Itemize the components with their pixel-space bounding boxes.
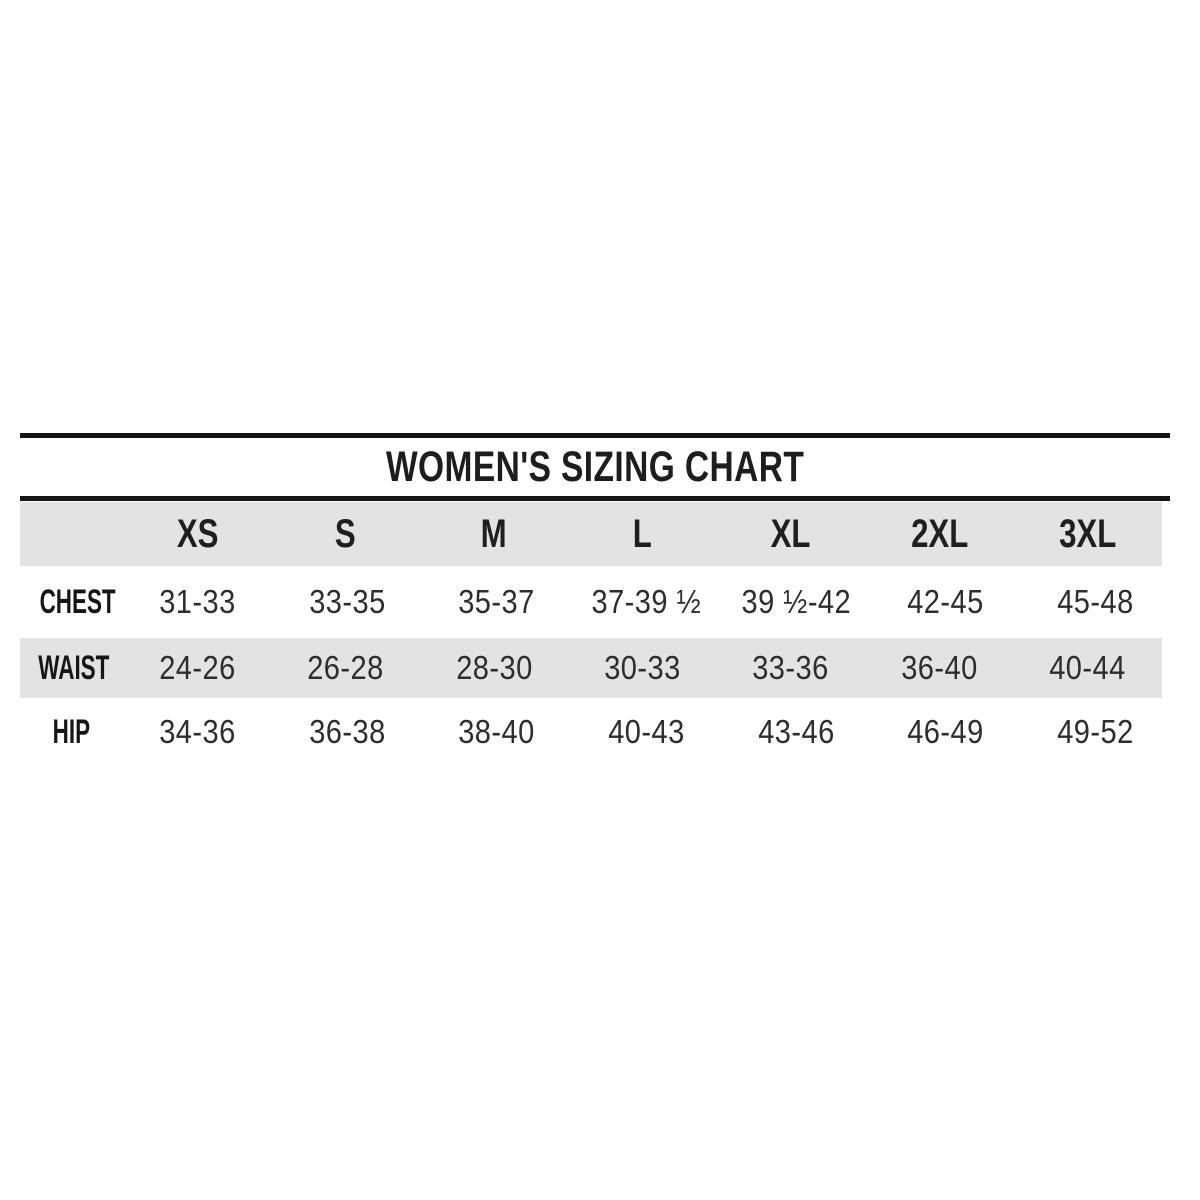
chest-2xl-cell: 42-45 <box>871 583 1021 621</box>
waist-xl-value: 33-36 <box>752 649 830 686</box>
hip-m-value: 38-40 <box>458 713 536 750</box>
chest-label: CHEST <box>39 582 116 621</box>
hip-2xl-cell: 46-49 <box>871 713 1021 751</box>
waist-xs-cell: 24-26 <box>123 649 271 687</box>
hip-3xl-cell: 49-52 <box>1020 713 1170 751</box>
chest-xl-cell: 39 ½-42 <box>721 583 871 621</box>
chest-m-cell: 35-37 <box>422 583 572 621</box>
waist-m-value: 28-30 <box>455 649 533 686</box>
chest-s-value: 33-35 <box>309 583 386 620</box>
hip-s-value: 36-38 <box>309 713 386 750</box>
mid-rule <box>20 496 1170 501</box>
header-cell-l: L <box>568 512 716 557</box>
table-row-waist: WAIST 24-26 26-28 28-30 30-33 33-36 36-4… <box>20 638 1162 698</box>
table-row-hip: HIP 34-36 36-38 38-40 40-43 43-46 46-49 … <box>20 698 1170 766</box>
size-label-m: M <box>481 511 508 556</box>
header-cell-xl: XL <box>717 512 865 557</box>
waist-2xl-value: 36-40 <box>901 649 978 686</box>
header-cell-xs: XS <box>123 512 271 557</box>
waist-s-cell: 26-28 <box>271 649 419 687</box>
chest-xl-value: 39 ½-42 <box>741 583 851 620</box>
header-corner-cell <box>20 525 123 543</box>
hip-xs-cell: 34-36 <box>123 713 273 751</box>
hip-s-cell: 36-38 <box>273 713 423 751</box>
chest-2xl-value: 42-45 <box>907 583 984 620</box>
chest-l-value: 37-39 ½ <box>591 583 702 620</box>
table-row-chest: CHEST 31-33 33-35 35-37 37-39 ½ 39 ½-42 … <box>20 566 1170 638</box>
waist-l-cell: 30-33 <box>568 649 716 687</box>
chest-m-value: 35-37 <box>458 583 536 620</box>
size-label-2xl: 2XL <box>910 511 968 556</box>
row-label-cell: WAIST <box>20 649 123 688</box>
row-label-cell: CHEST <box>20 583 123 622</box>
hip-m-cell: 38-40 <box>422 713 572 751</box>
waist-m-cell: 28-30 <box>420 649 568 687</box>
hip-xl-cell: 43-46 <box>721 713 871 751</box>
waist-xl-cell: 33-36 <box>717 649 865 687</box>
chest-s-cell: 33-35 <box>273 583 423 621</box>
waist-label: WAIST <box>38 648 110 687</box>
womens-sizing-chart: WOMEN'S SIZING CHART XS S M L XL 2XL 3XL… <box>20 433 1170 766</box>
size-label-3xl: 3XL <box>1059 511 1117 556</box>
chest-3xl-value: 45-48 <box>1056 583 1134 620</box>
waist-3xl-cell: 40-44 <box>1014 649 1162 687</box>
waist-s-value: 26-28 <box>307 649 384 686</box>
hip-label: HIP <box>52 712 91 751</box>
size-label-l: L <box>632 511 653 556</box>
waist-3xl-value: 40-44 <box>1049 649 1127 686</box>
size-header-row: XS S M L XL 2XL 3XL <box>20 502 1162 566</box>
waist-xs-value: 24-26 <box>158 649 236 686</box>
chest-3xl-cell: 45-48 <box>1020 583 1170 621</box>
size-label-xl: XL <box>770 511 811 556</box>
chest-l-cell: 37-39 ½ <box>572 583 722 621</box>
chest-xs-cell: 31-33 <box>123 583 273 621</box>
hip-l-cell: 40-43 <box>572 713 722 751</box>
chest-xs-value: 31-33 <box>159 583 237 620</box>
header-cell-m: M <box>420 512 568 557</box>
top-rule <box>20 433 1170 438</box>
waist-l-value: 30-33 <box>604 649 681 686</box>
size-label-s: S <box>335 511 357 556</box>
header-cell-2xl: 2XL <box>865 512 1013 557</box>
hip-3xl-value: 49-52 <box>1056 713 1134 750</box>
row-label-cell: HIP <box>20 713 123 752</box>
header-cell-3xl: 3XL <box>1014 512 1162 557</box>
hip-xs-value: 34-36 <box>159 713 237 750</box>
chart-title: WOMEN'S SIZING CHART <box>385 442 805 491</box>
title-band: WOMEN'S SIZING CHART <box>20 438 1170 496</box>
size-label-xs: XS <box>176 511 219 556</box>
waist-2xl-cell: 36-40 <box>865 649 1013 687</box>
hip-l-value: 40-43 <box>608 713 685 750</box>
header-cell-s: S <box>271 512 419 557</box>
hip-2xl-value: 46-49 <box>907 713 984 750</box>
hip-xl-value: 43-46 <box>757 713 835 750</box>
